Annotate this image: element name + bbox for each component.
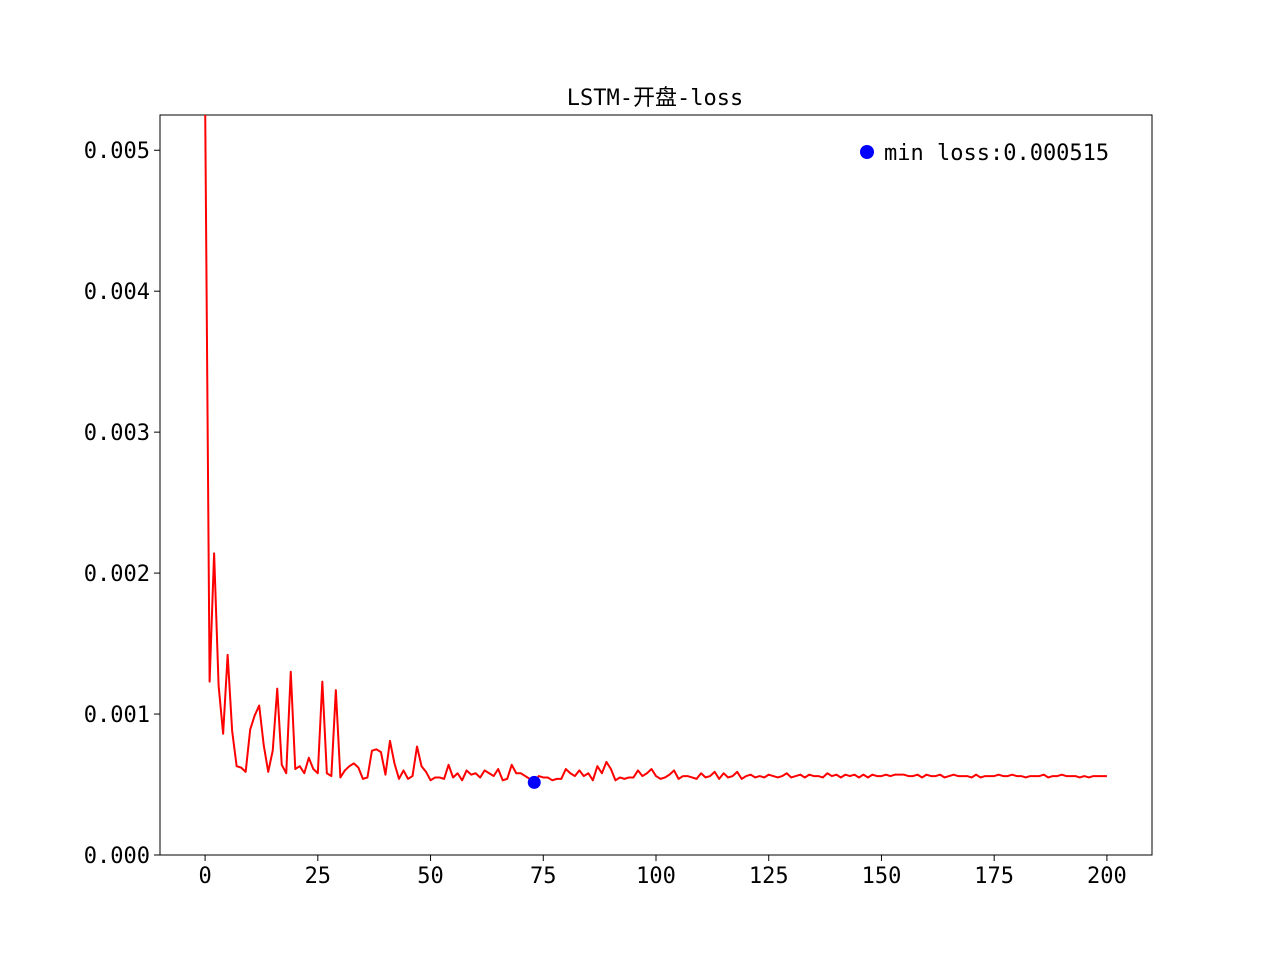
series-layer bbox=[204, 115, 1107, 789]
legend: min loss:0.000515 bbox=[860, 141, 1109, 166]
legend-marker bbox=[860, 145, 874, 159]
y-tick-label: 0.003 bbox=[84, 421, 150, 446]
y-axis: 0.000 0.001 0.002 0.003 0.004 0.005 bbox=[84, 139, 160, 869]
x-tick-label: 125 bbox=[749, 864, 789, 889]
x-tick-label: 75 bbox=[530, 864, 557, 889]
legend-label: min loss:0.000515 bbox=[884, 141, 1109, 166]
plot-frame bbox=[159, 114, 1153, 856]
x-axis: 0 25 50 75 100 125 150 175 200 bbox=[198, 855, 1127, 889]
x-tick-label: 100 bbox=[636, 864, 676, 889]
x-tick-label: 25 bbox=[305, 864, 332, 889]
x-tick-label: 175 bbox=[974, 864, 1014, 889]
x-tick-label: 0 bbox=[198, 864, 211, 889]
x-tick-label: 50 bbox=[417, 864, 444, 889]
y-tick-label: 0.005 bbox=[84, 139, 150, 164]
x-tick-label: 200 bbox=[1087, 864, 1127, 889]
chart-title: LSTM-开盘-loss bbox=[567, 86, 743, 111]
loss-line bbox=[204, 115, 1107, 784]
y-tick-label: 0.001 bbox=[84, 703, 150, 728]
min-loss-point bbox=[527, 775, 541, 789]
plot-area bbox=[159, 114, 1153, 856]
y-tick-label: 0.000 bbox=[84, 844, 150, 869]
y-tick-label: 0.002 bbox=[84, 562, 150, 587]
y-tick-label: 0.004 bbox=[84, 280, 150, 305]
x-tick-label: 150 bbox=[862, 864, 902, 889]
